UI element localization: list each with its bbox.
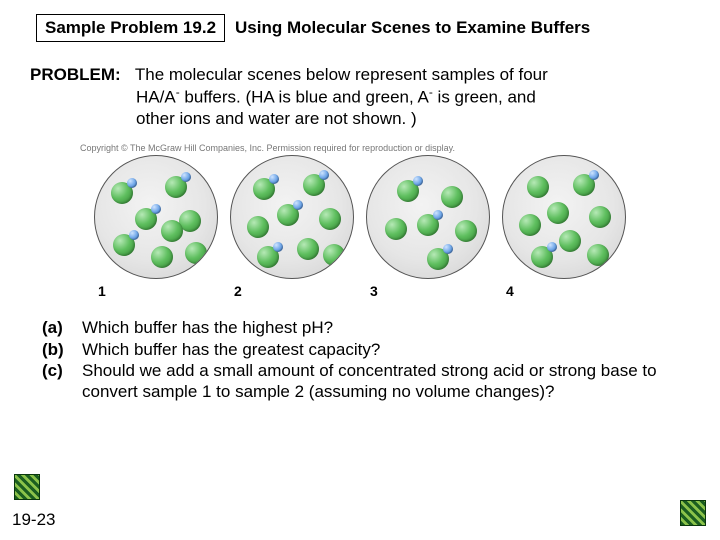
- scene-4: 4: [502, 155, 626, 299]
- scene-2-circle: [230, 155, 354, 279]
- scene-3-circle: [366, 155, 490, 279]
- question-b: (b) Which buffer has the greatest capaci…: [42, 339, 678, 360]
- question-c-tag: (c): [42, 360, 82, 403]
- sample-problem-label: Sample Problem 19.2: [36, 14, 225, 42]
- scene-2: 2: [230, 155, 354, 299]
- scene-1-circle: [94, 155, 218, 279]
- nav-next-icon[interactable]: [680, 500, 706, 526]
- scene-4-circle: [502, 155, 626, 279]
- scene-3: 3: [366, 155, 490, 299]
- scene-3-label: 3: [366, 283, 378, 299]
- problem-label: PROBLEM:: [30, 65, 121, 84]
- problem-line2-post: is green, and: [433, 88, 536, 107]
- question-b-tag: (b): [42, 339, 82, 360]
- problem-line2: HA/A- buffers. (HA is blue and green, A-…: [30, 85, 684, 108]
- problem-line1-text: The molecular scenes below represent sam…: [135, 65, 548, 84]
- nav-prev-icon[interactable]: [14, 474, 40, 500]
- copyright-text: Copyright © The McGraw Hill Companies, I…: [80, 143, 640, 155]
- question-a: (a) Which buffer has the highest pH?: [42, 317, 678, 338]
- scene-4-label: 4: [502, 283, 514, 299]
- question-b-text: Which buffer has the greatest capacity?: [82, 339, 678, 360]
- question-a-tag: (a): [42, 317, 82, 338]
- questions: (a) Which buffer has the highest pH? (b)…: [0, 299, 720, 402]
- problem-line3: other ions and water are not shown. ): [30, 108, 684, 129]
- question-c-text: Should we add a small amount of concentr…: [82, 360, 678, 403]
- header-title: Using Molecular Scenes to Examine Buffer…: [235, 18, 590, 38]
- question-c: (c) Should we add a small amount of conc…: [42, 360, 678, 403]
- problem-block: PROBLEM: The molecular scenes below repr…: [0, 42, 720, 129]
- problem-line1: [125, 65, 134, 84]
- scenes-row: 1 2 3: [80, 155, 640, 299]
- scene-1: 1: [94, 155, 218, 299]
- problem-line2-pre: HA/A: [136, 88, 176, 107]
- scene-2-label: 2: [230, 283, 242, 299]
- figure: Copyright © The McGraw Hill Companies, I…: [80, 143, 640, 299]
- scene-1-label: 1: [94, 283, 106, 299]
- question-a-text: Which buffer has the highest pH?: [82, 317, 678, 338]
- page-number: 19-23: [12, 510, 55, 530]
- header-row: Sample Problem 19.2 Using Molecular Scen…: [0, 0, 720, 42]
- problem-line2-mid: buffers. (HA is blue and green, A: [180, 88, 429, 107]
